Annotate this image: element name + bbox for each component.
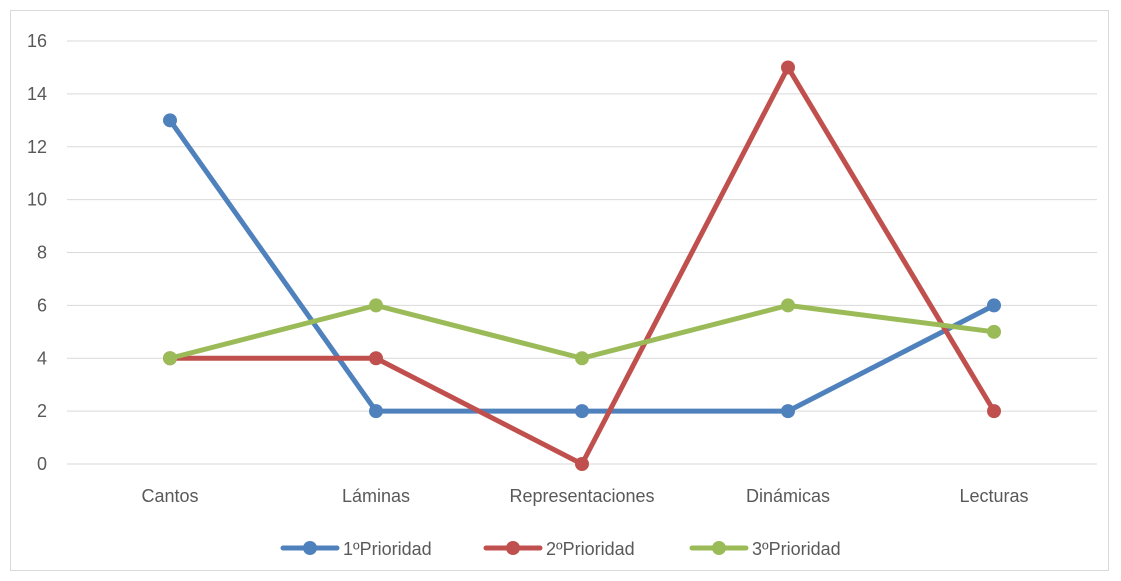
data-point: [369, 298, 383, 313]
data-point: [987, 298, 1001, 313]
x-tick-label: Representaciones: [509, 486, 654, 506]
legend-label: 2ºPrioridad: [546, 539, 635, 559]
legend-entry: 1ºPrioridad: [280, 539, 432, 559]
data-point: [163, 351, 177, 366]
data-point: [781, 298, 795, 313]
series-3: [163, 298, 1001, 366]
y-tick-label: 16: [27, 31, 47, 51]
series-lines: [163, 60, 1001, 471]
legend-marker: [506, 541, 520, 555]
x-tick-label: Dinámicas: [746, 486, 830, 506]
legend-label: 1ºPrioridad: [343, 539, 432, 559]
y-tick-label: 8: [37, 243, 47, 263]
y-tick-label: 14: [27, 84, 47, 104]
data-point: [369, 351, 383, 366]
legend-entry: 3ºPrioridad: [689, 539, 841, 559]
data-point: [987, 404, 1001, 419]
legend-marker: [712, 541, 726, 555]
data-point: [369, 404, 383, 419]
y-tick-label: 6: [37, 295, 47, 315]
x-axis-ticks: Cantos Láminas Representaciones Dinámicas Le…: [141, 486, 1028, 506]
data-point: [575, 351, 589, 366]
data-point: [781, 404, 795, 419]
legend-label: 3ºPrioridad: [752, 539, 841, 559]
y-tick-label: 0: [37, 454, 47, 474]
data-point: [987, 324, 1001, 339]
data-point: [163, 113, 177, 128]
x-tick-label: Lecturas: [959, 486, 1028, 506]
series-line: [167, 117, 997, 414]
y-axis-ticks: 0 2 4 6 8 10 12 14 16: [27, 31, 47, 474]
x-tick-label: Cantos: [141, 486, 198, 506]
gridlines: [67, 40, 1097, 465]
chart-area: 0 2 4 6 8 10 12 14 16 Cantos Láminas Representacio…: [10, 10, 1109, 571]
data-point: [575, 404, 589, 419]
y-tick-label: 2: [37, 401, 47, 421]
legend-entry: 2ºPrioridad: [483, 539, 635, 559]
data-point: [575, 457, 589, 471]
series-1: [163, 113, 1001, 419]
y-tick-label: 10: [27, 190, 47, 210]
x-tick-label: Láminas: [342, 486, 410, 506]
legend-marker: [303, 541, 317, 555]
y-tick-label: 4: [37, 348, 47, 368]
y-tick-label: 12: [27, 137, 47, 157]
series-line: [167, 302, 997, 361]
legend: 1ºPrioridad 2ºPrioridad 3ºPrioridad: [280, 539, 841, 559]
data-point: [781, 60, 795, 75]
line-chart: 0 2 4 6 8 10 12 14 16 Cantos Láminas Representacio…: [27, 31, 1097, 559]
